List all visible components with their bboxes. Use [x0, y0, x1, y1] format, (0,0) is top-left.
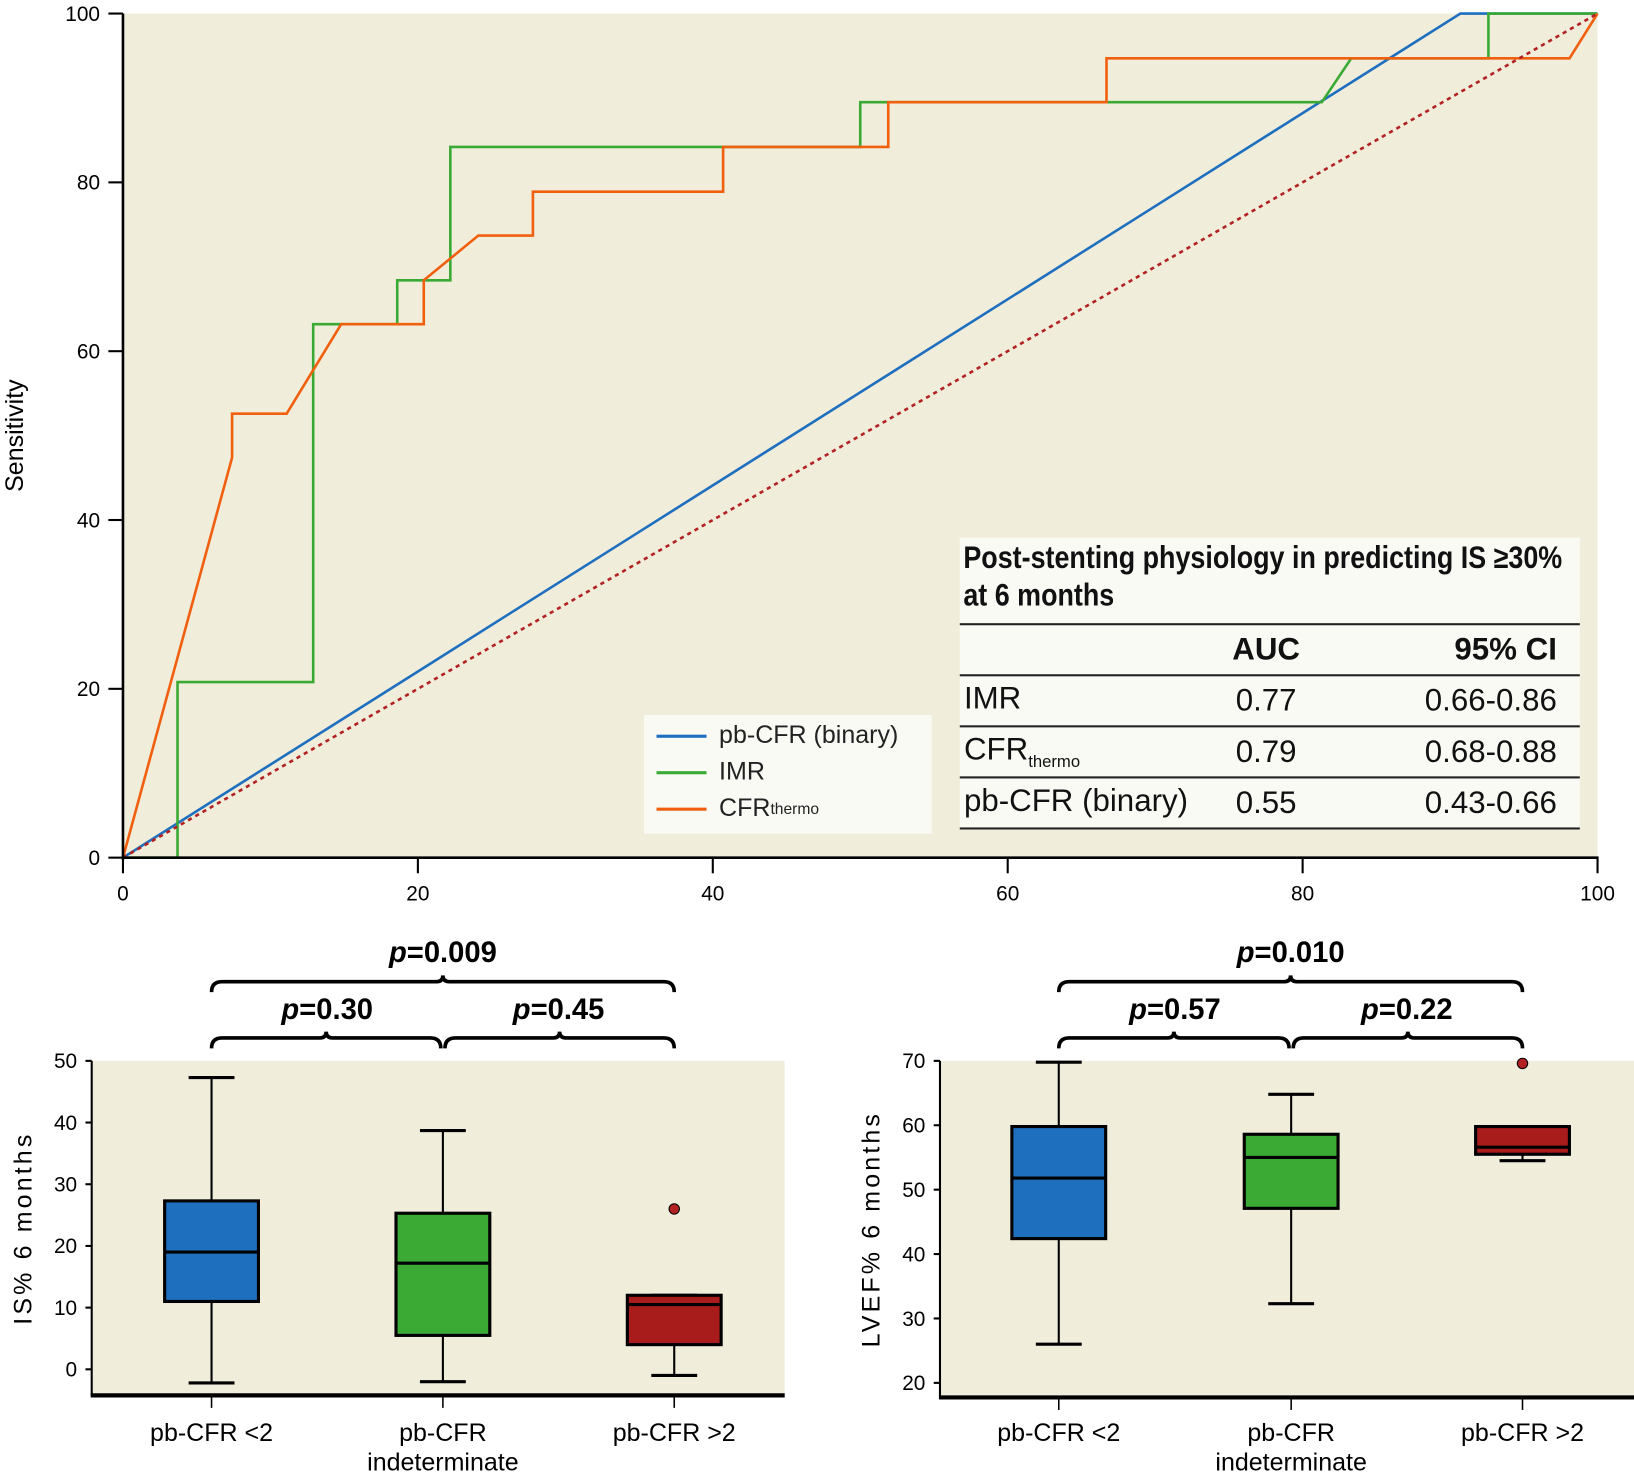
y-tick-label: 100: [65, 3, 100, 26]
brace-overall: [1056, 975, 1525, 993]
row-auc: 0.77: [1235, 683, 1297, 718]
category-label: pb-CFR: [1247, 1419, 1335, 1447]
table-header: AUC 95% CI: [959, 623, 1580, 674]
row-auc: 0.79: [1235, 734, 1297, 769]
table-row: pb-CFR (binary) 0.55 0.43-0.66: [959, 776, 1580, 830]
roc-line-cfr: [121, 12, 1599, 858]
y-tick-label: 0: [66, 1359, 78, 1382]
y-tick-label: 20: [54, 1235, 77, 1258]
outlier-point: [1516, 1057, 1529, 1070]
row-name: pb-CFR (binary): [963, 783, 1189, 818]
y-tick-label: 40: [77, 509, 100, 532]
category-label: indeterminate: [367, 1448, 518, 1476]
x-tick-label: 40: [701, 882, 724, 905]
brace-pair-1-2: [209, 1031, 443, 1049]
legend-label: pb-CFR (binary): [719, 721, 899, 750]
box: [625, 1293, 723, 1347]
x-tick-label: 0: [117, 882, 129, 905]
y-tick-label: 0: [88, 847, 100, 870]
box: [1242, 1132, 1340, 1210]
roc-legend: pb-CFR (binary) IMR CFR thermo: [644, 714, 932, 834]
legend-swatch: [656, 734, 707, 738]
legend-label-sub: thermo: [770, 799, 820, 818]
legend-swatch: [656, 770, 707, 774]
p-value-pair-1-2: p=0.57: [1128, 994, 1221, 1026]
roc-y-label: Sensitivity: [1, 379, 29, 492]
y-tick-label: 50: [902, 1179, 925, 1202]
row-name: CFRthermo: [963, 732, 1081, 771]
row-ci: 0.43-0.66: [1424, 785, 1557, 820]
box: [394, 1211, 492, 1337]
category-label: pb-CFR: [399, 1419, 487, 1447]
box: [1474, 1124, 1571, 1156]
y-tick-label: 80: [77, 172, 100, 195]
table-title: Post-stenting physiology in predicting I…: [963, 540, 1563, 613]
y-tick-label: 10: [54, 1297, 77, 1320]
brace-overall: [209, 975, 677, 993]
legend-label: CFR: [719, 794, 771, 823]
category-label: pb-CFR <2: [150, 1419, 273, 1447]
p-value-pair-1-2: p=0.30: [280, 994, 373, 1026]
y-tick-label: 60: [77, 340, 100, 363]
x-tick-label: 100: [1580, 882, 1615, 905]
p-value-overall: p=0.009: [388, 937, 497, 969]
y-tick-label: 40: [902, 1243, 925, 1266]
x-tick-label: 80: [1291, 882, 1314, 905]
brace-pair-2-3: [1291, 1031, 1525, 1049]
header-ci: 95% CI: [1454, 632, 1557, 667]
box-y-label: LVEF% 6 months: [858, 1111, 886, 1347]
box: [1010, 1124, 1108, 1241]
legend-label: IMR: [719, 757, 765, 786]
legend-item-imr: IMR: [656, 757, 765, 788]
table-row: CFRthermo 0.79 0.68-0.88: [959, 725, 1580, 776]
row-auc: 0.55: [1235, 785, 1297, 820]
p-value-overall: p=0.010: [1236, 937, 1345, 969]
x-tick-label: 60: [996, 882, 1019, 905]
header-auc: AUC: [1232, 632, 1301, 667]
row-ci: 0.66-0.86: [1424, 683, 1557, 718]
table-row: IMR 0.77 0.66-0.86: [959, 674, 1580, 725]
legend-item-cfr-thermo: CFR thermo: [656, 793, 820, 824]
box-y-label: IS% 6 months: [9, 1132, 37, 1325]
brace-pair-1-2: [1056, 1031, 1291, 1049]
y-tick-label: 50: [54, 1050, 77, 1073]
auc-table: Post-stenting physiology in predicting I…: [959, 537, 1580, 830]
category-label: pb-CFR <2: [997, 1419, 1120, 1447]
legend-swatch: [656, 807, 707, 811]
brace-pair-2-3: [443, 1031, 677, 1049]
row-ci: 0.68-0.88: [1424, 734, 1557, 769]
y-tick-label: 20: [902, 1372, 925, 1395]
row-name: IMR: [963, 681, 1022, 716]
y-tick-label: 70: [902, 1050, 925, 1073]
x-tick-label: 20: [406, 882, 429, 905]
outlier-point: [668, 1203, 680, 1215]
y-tick-label: 30: [54, 1174, 77, 1197]
p-value-pair-2-3: p=0.45: [512, 994, 605, 1026]
category-label: pb-CFR >2: [1461, 1419, 1584, 1447]
y-tick-label: 30: [902, 1308, 925, 1331]
category-label: indeterminate: [1215, 1448, 1366, 1476]
p-value-pair-2-3: p=0.22: [1360, 994, 1453, 1026]
y-tick-label: 60: [902, 1115, 925, 1138]
y-tick-label: 40: [54, 1112, 77, 1135]
y-tick-label: 20: [77, 678, 100, 701]
legend-item-pb-cfr: pb-CFR (binary): [656, 720, 899, 751]
category-label: pb-CFR >2: [613, 1419, 736, 1447]
